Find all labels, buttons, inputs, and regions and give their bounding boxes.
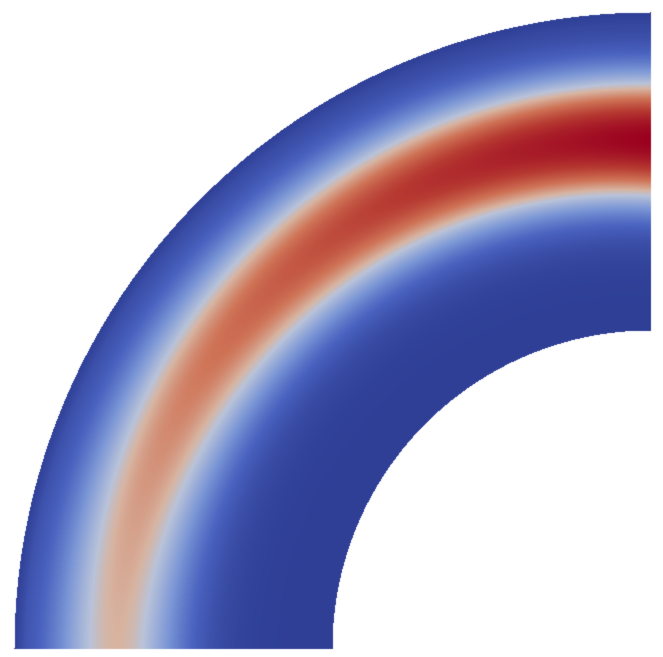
render-viewport[interactable] [0, 0, 663, 657]
pipe-bend-scalar-field [0, 0, 663, 657]
